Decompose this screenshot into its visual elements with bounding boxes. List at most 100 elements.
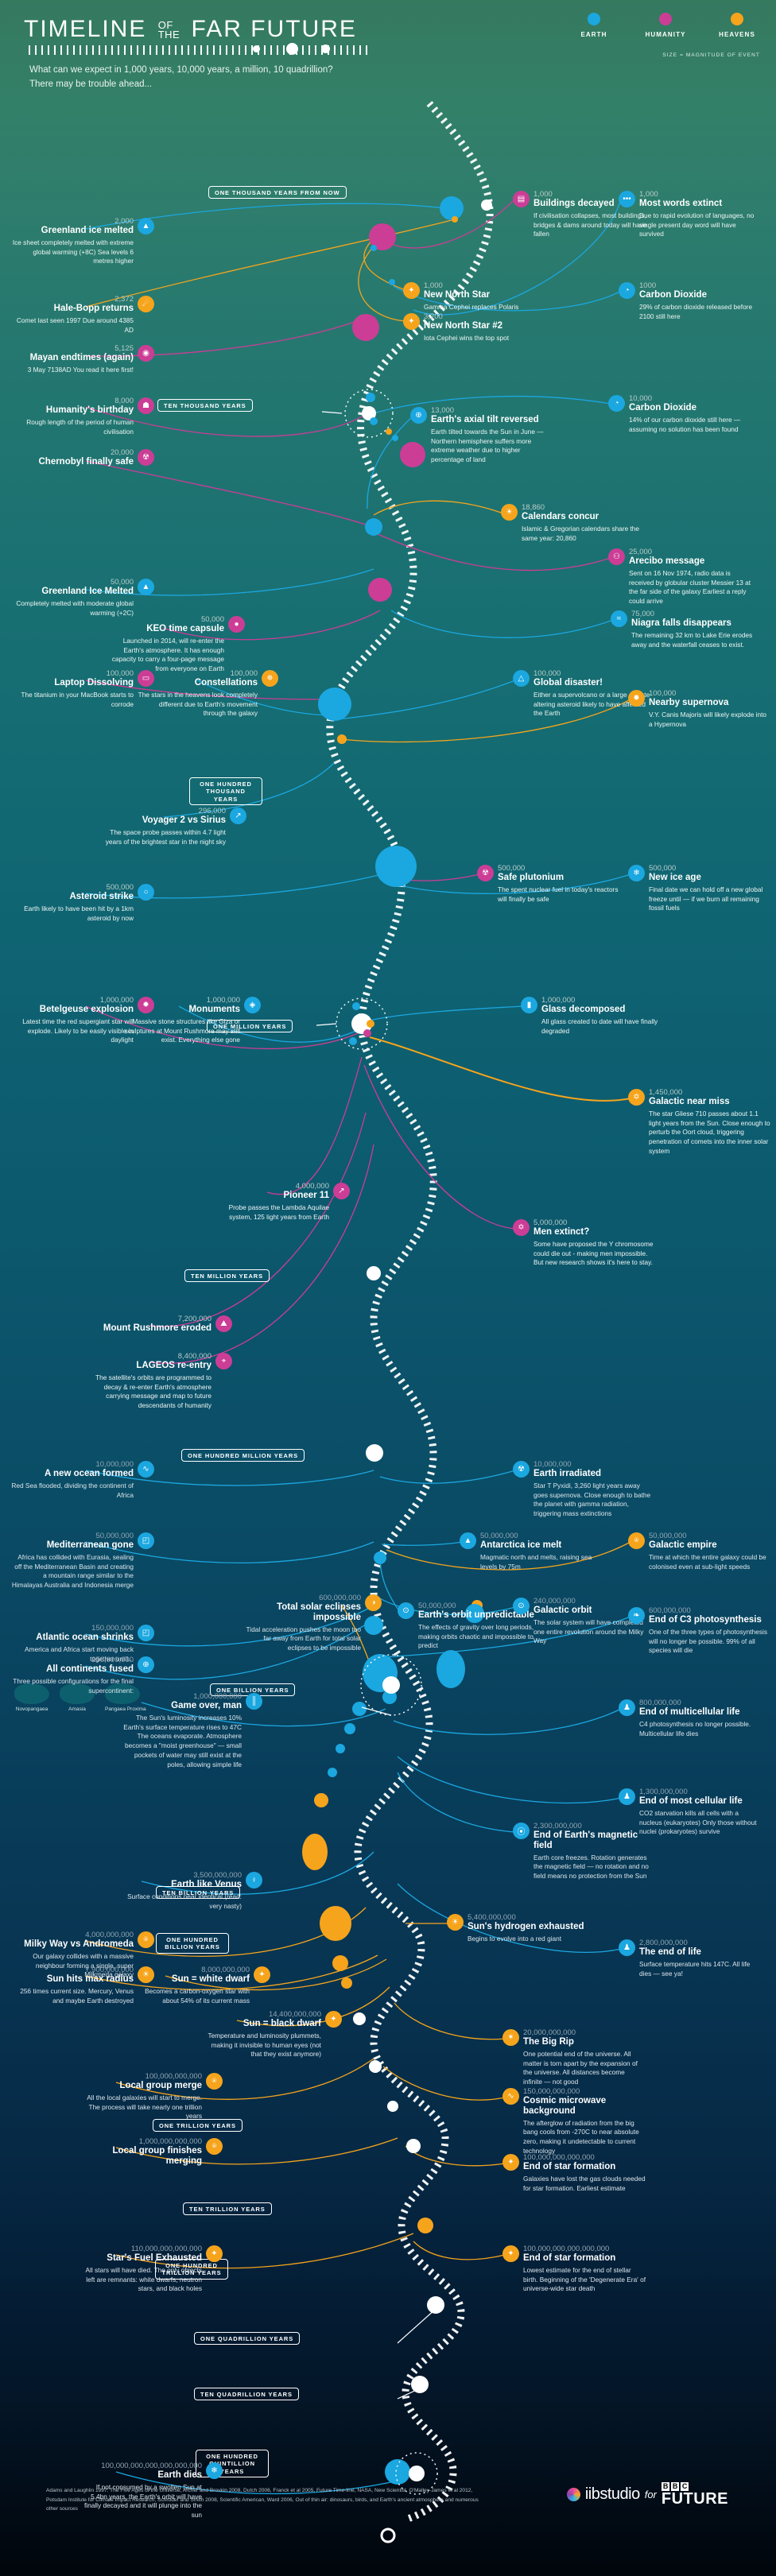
event-niagra-falls-disappears[interactable]: ≈75,000 Niagra falls disappears The remain… (611, 610, 754, 649)
event-laptop-dissolving[interactable]: ▭ 100,000 Laptop Dissolving The titanium in… (11, 669, 154, 709)
event-antarctica-ice-melt[interactable]: ▲ 50,000,000 Antarctica ice melt Magmatic n… (460, 1532, 603, 1571)
event-description: 29% of carbon dioxide released before 21… (639, 302, 753, 320)
event-local-group-merge[interactable]: ⍟ 100,000,000,000 Local group merge All the… (80, 2072, 223, 2121)
event-the-end-of-life[interactable]: ♟ 2,800,000,000 The end of life Surface tem… (619, 1939, 762, 1978)
event-end-of-earth-s-magnetic-field[interactable]: ⦿ 2,300,000,000 End of Earth's magnetic fi… (513, 1822, 656, 1881)
event-safe-plutonium[interactable]: ☢ 500,000 Safe plutonium The spent nuclear … (477, 864, 620, 904)
event-earth-irradiated[interactable]: ☢ 10,000,000 Earth irradiated Star T Pyxidi… (513, 1460, 656, 1519)
event-voyager-2-vs-sirius[interactable]: ↗ 296,000 Voyager 2 vs Sirius The space pro… (103, 807, 246, 846)
legend-label-heavens: HEAVENS (719, 31, 755, 38)
event-chernobyl-finally-safe[interactable]: ☢ 20,000 Chernobyl finally safe (11, 448, 154, 467)
event-description: Temperature and luminosity plummets, mak… (208, 2031, 322, 2059)
event-earth-like-venus[interactable]: ♀ 3,500,000,000 Earth like Venus Surface co… (119, 1871, 262, 1911)
dna-icon: ✡ (628, 1089, 645, 1106)
event-description: 14% of our carbon dioxide still here — a… (629, 415, 741, 433)
size-legend-note: SIZE = MAGNITUDE OF EVENT (662, 52, 760, 58)
star-icon: ✦ (325, 2011, 342, 2028)
event-buildings-decayed[interactable]: ▤ 1,000 Buildings decayed If civilisation c… (513, 190, 656, 239)
event-title: Total solar eclipses impossible (277, 1602, 361, 1623)
event-humanity-s-birthday[interactable]: ☗ 8,000 Humanity's birthday Rough length of… (11, 397, 154, 436)
event-asteroid-strike[interactable]: ○ 500,000 Asteroid strike Earth likely to h… (11, 883, 154, 923)
event-description: One of the three types of photosynthesis… (649, 1627, 767, 1655)
venus-icon: ♀ (246, 1872, 262, 1888)
event-calendars-concur[interactable]: ☀ 18,860 Calendars concur Islamic & Gregori… (501, 503, 644, 543)
bbc-blocks-icon: B B C (661, 2482, 728, 2491)
event-mayan-endtimes-again[interactable]: ◉ 5,125 Mayan endtimes (again) 3 May 7138AD… (11, 344, 154, 375)
event-greenland-ice-melted[interactable]: ▲ 50,000 Greenland Ice Melted Completely me… (11, 578, 154, 618)
event-sun-white-dwarf[interactable]: ✦ 8,000,000,000 Sun = white dwarf Becomes a… (127, 1966, 270, 2005)
event-sun-black-dwarf[interactable]: ✦ 14,400,000,000 Sun = black dwarf Temperat… (199, 2010, 342, 2059)
event-all-continents-fused[interactable]: ⊕ 250,000,000 All continents fused Three po… (11, 1656, 154, 1695)
event-arecibo-message[interactable]: ⚇ 25,000 Arecibo message Sent on 16 Nov 197… (608, 548, 751, 606)
milestone-100k: ONE HUNDRED THOUSAND YEARS (189, 777, 262, 806)
event-new-ice-age[interactable]: ❄ 500,000 New ice age Final date we can hol… (628, 864, 771, 913)
event-total-solar-eclipses-impossible[interactable]: ◑ 600,000,000 Total solar eclipses impossi… (239, 1594, 382, 1653)
event-year: 3,500,000,000 (193, 1871, 242, 1880)
event-most-words-extinct[interactable]: ••• 1,000 Most words extinct Due to rapid e… (619, 190, 762, 239)
event-end-of-star-formation[interactable]: ✦ 100,000,000,000,000,000 End of star form… (502, 2245, 646, 2294)
event-sun-s-hydrogen-exhausted[interactable]: ☀ 5,400,000,000 Sun's hydrogen exhausted Be… (447, 1913, 590, 1944)
event-new-north-star-2[interactable]: ✦ 3,200 New North Star #2 Iota Cephei wins … (403, 312, 546, 343)
eye-icon: ◉ (138, 345, 154, 362)
event-atlantic-ocean-shrinks[interactable]: ◰ 150,000,000 Atlantic ocean shrinks Americ… (11, 1624, 154, 1664)
event-year: 150,000,000,000 (523, 2087, 580, 2096)
event-hale-bopp-returns[interactable]: ☄ 2,372 Hale-Bopp returns Comet last seen 1… (11, 295, 154, 335)
event-a-new-ocean-formed[interactable]: ∿ 10,000,000 A new ocean formed Red Sea flo… (11, 1460, 154, 1500)
event-galactic-orbit[interactable]: ⊙ 240,000,000 Galactic orbit The solar syst… (513, 1597, 656, 1646)
star-icon: ✦ (254, 1966, 270, 1983)
event-title: Constellations (194, 678, 258, 688)
event-new-north-star[interactable]: ✦ 1,000 New North Star Gamma Cephei replace… (403, 281, 546, 312)
event-carbon-dioxide[interactable]: ◔ 10,000 Carbon Dioxide 14% of our carbon d… (608, 394, 751, 434)
event-end-of-multicellular-life[interactable]: ♟ 800,000,000 End of multicellular life C4 … (619, 1699, 762, 1738)
milestone-10k: TEN THOUSAND YEARS (157, 399, 253, 413)
bbc-b1: B (661, 2482, 670, 2491)
event-description: If not consumed by a swollen Sun at 5.4b… (83, 2482, 202, 2520)
event-year: 18,860 (522, 503, 545, 512)
event-description: CO2 starvation kills all cells with a nu… (639, 1808, 757, 1836)
event-nearby-supernova[interactable]: ✹ 100,000 Nearby supernova V.Y. Canis Major… (628, 689, 771, 729)
event-year: 25,000 (629, 548, 653, 556)
event-description: Galaxies have lost the gas clouds needed… (523, 2174, 646, 2192)
event-carbon-dioxide[interactable]: ◔ 1000 Carbon Dioxide 29% of carbon dioxide… (619, 281, 762, 321)
event-greenland-ice-melted[interactable]: ▲ 2,000 Greenland ice melted Ice sheet comp… (11, 217, 154, 266)
event-mediterranean-gone[interactable]: ◰ 50,000,000 Mediterranean gone Africa has … (11, 1532, 154, 1590)
event-men-extinct[interactable]: ✡ 5,000,000 Men extinct? Some have proposed… (513, 1218, 656, 1268)
event-description: The titanium in your MacBook starts to c… (21, 690, 134, 708)
event-cosmic-microwave-background[interactable]: ∿ 150,000,000,000 Cosmic microwave backgro… (502, 2087, 646, 2156)
event-description: Earth core freezes. Rotation generates t… (534, 1853, 649, 1881)
event-keo-time-capsule[interactable]: ● 50,000 KEO time capsule Launched in 2014,… (102, 615, 245, 674)
event-title: Global disaster! (534, 678, 603, 688)
iceberg-icon: ▲ (138, 579, 154, 595)
event-end-of-c3-photosynthesis[interactable]: ❧ 600,000,000 End of C3 photosynthesis One … (628, 1606, 771, 1656)
event-glass-decomposed[interactable]: ▮ 1,000,000 Glass decomposed All glass crea… (521, 996, 664, 1036)
event-galactic-near-miss[interactable]: ✡ 1,450,000 Galactic near miss The star Gli… (628, 1088, 771, 1156)
event-pioneer-11[interactable]: ↗ 4,000,000 Pioneer 11 Probe passes the Lam… (207, 1182, 350, 1222)
event-year: 100,000,000,000,000,000 (523, 2245, 610, 2253)
event-year: 100,000 (649, 689, 677, 698)
event-description: All stars will have died. The only objec… (85, 2265, 203, 2293)
event-description: Gamma Cephei replaces Polaris (424, 302, 519, 311)
event-title: Betelgeuse explosion (39, 1005, 134, 1015)
event-earth-s-orbit-unpredictable[interactable]: ⊙ 50,000,000 Earth's orbit unpredictable Th… (398, 1602, 541, 1651)
event-description: 3 May 7138AD You read it here first! (27, 365, 134, 374)
event-game-over-man[interactable]: ║ 1,000,000,000 Game over, man The Sun's lu… (119, 1692, 262, 1770)
event-constellations[interactable]: ✵ 100,000 Constellations The stars in the h… (135, 669, 278, 719)
event-betelgeuse-explosion[interactable]: ✹ 1,000,000 Betelgeuse explosion Latest tim… (11, 996, 154, 1045)
event-earth-dies[interactable]: ❄ 100,000,000,000,000,000,000 Earth dies If… (80, 2462, 223, 2520)
event-the-big-rip[interactable]: ✶ 20,000,000,000 The Big Rip One potential … (502, 2028, 646, 2087)
event-end-of-most-cellular-life[interactable]: ♟ 1,300,000,000 End of most cellular life C… (619, 1788, 762, 1837)
event-sun-hits-max-radius[interactable]: ☀ 7,900,000,000 Sun hits max radius 256 tim… (11, 1966, 154, 2005)
event-star-s-fuel-exhausted[interactable]: ✦ 110,000,000,000,000 Star's Fuel Exhauste… (80, 2245, 223, 2294)
supercontinent-options: Novopangaea Amasia Pangaea Proxima (14, 1683, 146, 1712)
event-milky-way-vs-andromeda[interactable]: ⍟ 4,000,000,000 Milky Way vs Andromeda Our … (11, 1931, 154, 1980)
event-title: The end of life (639, 1947, 701, 1958)
event-galactic-empire[interactable]: ⍟ 50,000,000 Galactic empire Time at which … (628, 1532, 771, 1571)
event-lageos-re-entry[interactable]: ⌖ 8,400,000 LAGEOS re-entry The satellite's… (89, 1352, 232, 1411)
event-earth-s-axial-tilt-reversed[interactable]: ⊕ 13,000 Earth's axial tilt reversed Earth … (410, 406, 553, 465)
event-mount-rushmore-eroded[interactable]: ⛰ 7,200,000 Mount Rushmore eroded (89, 1315, 232, 1334)
event-global-disaster[interactable]: △ 100,000 Global disaster! Either a supervo… (513, 669, 656, 719)
event-year: 8,000 (114, 397, 134, 405)
event-monuments[interactable]: ◈ 1,000,000 Monuments Massive stone structu… (118, 996, 261, 1045)
event-local-group-finishes-merging[interactable]: ⍟ 1,000,000,000,000 Local group finishes m… (80, 2137, 223, 2167)
event-end-of-star-formation[interactable]: ✦ 100,000,000,000,000 End of star formatio… (502, 2153, 646, 2193)
